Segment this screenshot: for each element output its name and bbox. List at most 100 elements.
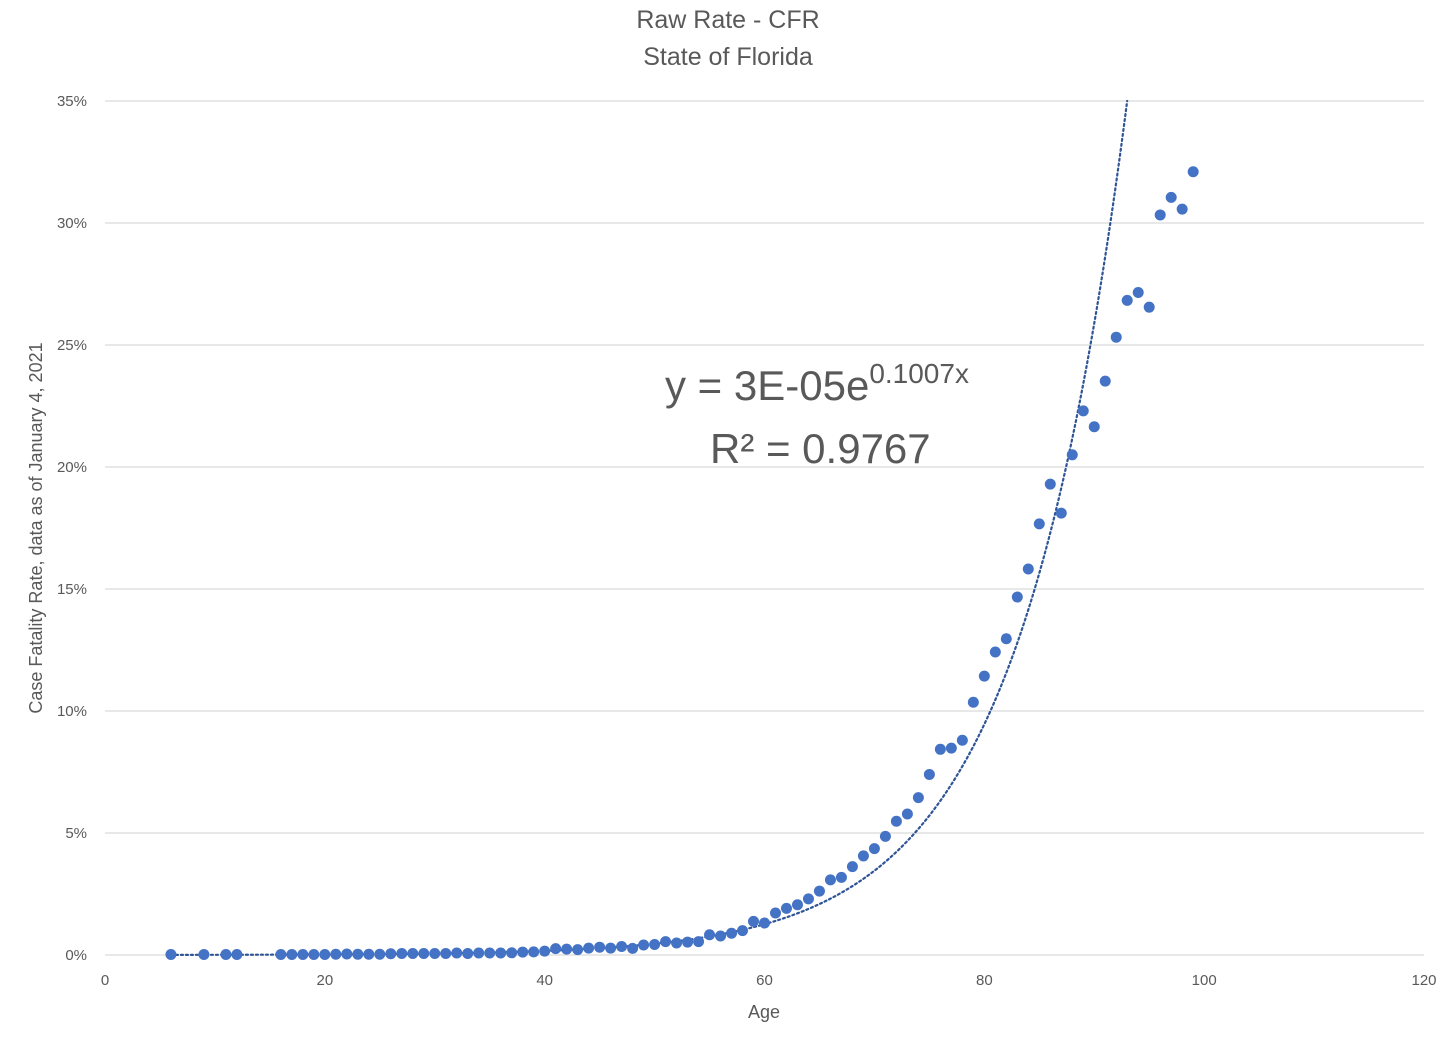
trendline-layer (169, 99, 1129, 956)
x-axis-title: Age (748, 1002, 780, 1022)
data-point (780, 902, 792, 914)
data-point (1044, 478, 1056, 490)
data-point (1154, 209, 1166, 221)
y-tick-label: 0% (65, 947, 87, 964)
x-tick-label: 40 (536, 972, 553, 989)
data-point (945, 742, 957, 754)
equation-exponent: 0.1007x (869, 358, 969, 389)
data-point (605, 942, 617, 954)
data-point (967, 696, 979, 708)
data-points (165, 166, 1199, 961)
data-point (561, 943, 573, 955)
data-point (374, 948, 386, 960)
data-point (769, 907, 781, 919)
y-axis-ticks: 0% 5% 10% 15% 20% 25% 30% 35% (57, 93, 87, 964)
data-point (495, 947, 507, 959)
data-point (693, 936, 705, 948)
data-point (297, 949, 309, 961)
data-point (506, 947, 518, 959)
data-point (737, 925, 749, 937)
data-point (451, 947, 463, 959)
data-point (715, 930, 727, 942)
data-point (638, 939, 650, 951)
data-point (704, 929, 716, 941)
y-tick-label: 5% (65, 825, 87, 842)
data-point (846, 861, 858, 873)
x-tick-label: 20 (316, 972, 333, 989)
data-point (1066, 449, 1078, 461)
data-point (1088, 421, 1100, 433)
y-tick-label: 35% (57, 93, 87, 110)
y-tick-label: 10% (57, 703, 87, 720)
data-point (627, 942, 639, 954)
data-point (583, 942, 595, 954)
r-squared-label: R² = 0.9767 (710, 425, 931, 472)
data-point (462, 948, 474, 960)
data-point (813, 885, 825, 897)
data-point (396, 948, 408, 960)
data-point (901, 808, 913, 820)
data-point (671, 937, 683, 949)
x-tick-label: 120 (1411, 972, 1436, 989)
data-point (1022, 563, 1034, 575)
y-tick-label: 25% (57, 337, 87, 354)
data-point (1165, 191, 1177, 203)
x-axis-ticks: 0 20 40 60 80 100 120 (101, 972, 1437, 989)
data-point (791, 899, 803, 911)
data-point (1176, 203, 1188, 215)
data-point (802, 893, 814, 905)
data-point (429, 948, 441, 960)
data-point (660, 936, 672, 948)
x-tick-label: 80 (976, 972, 993, 989)
data-point (1143, 301, 1155, 313)
data-point (912, 792, 924, 804)
data-point (1055, 507, 1067, 519)
data-point (1121, 294, 1133, 306)
y-tick-label: 15% (57, 581, 87, 598)
data-point (726, 927, 738, 939)
data-point (528, 946, 540, 958)
data-point (550, 943, 562, 955)
data-point (649, 939, 661, 951)
data-point (231, 949, 243, 961)
data-point (1011, 591, 1023, 603)
y-axis-title: Case Fatality Rate, data as of January 4… (26, 342, 46, 713)
data-point (1077, 405, 1089, 417)
data-point (484, 947, 496, 959)
gridlines (105, 100, 1424, 956)
data-point (198, 949, 210, 961)
data-point (682, 936, 694, 948)
data-point (473, 947, 485, 959)
data-point (275, 949, 287, 961)
data-point (319, 949, 331, 961)
data-point (539, 945, 551, 957)
chart-title: Raw Rate - CFR (636, 6, 820, 34)
data-point (220, 949, 232, 961)
data-point (572, 944, 584, 956)
data-point (440, 948, 452, 960)
equation-base: y = 3E-05e (665, 362, 869, 409)
x-tick-label: 0 (101, 972, 109, 989)
data-point (330, 948, 342, 960)
data-point (1110, 331, 1122, 343)
data-point (308, 949, 320, 961)
data-point (616, 940, 628, 952)
data-point (352, 948, 364, 960)
data-point (879, 830, 891, 842)
data-point (890, 815, 902, 827)
data-point (989, 646, 1001, 658)
data-point (923, 768, 935, 780)
data-point (1187, 166, 1199, 178)
data-point (934, 743, 946, 755)
data-point (341, 948, 353, 960)
x-tick-label: 100 (1192, 972, 1217, 989)
chart-subtitle: State of Florida (643, 43, 813, 71)
data-point (407, 948, 419, 960)
data-point (956, 734, 968, 746)
data-point (165, 949, 177, 961)
data-point (385, 948, 397, 960)
data-point (1099, 375, 1111, 387)
data-point (517, 946, 529, 958)
trendline-equation: y = 3E-05e0.1007x (665, 358, 969, 409)
